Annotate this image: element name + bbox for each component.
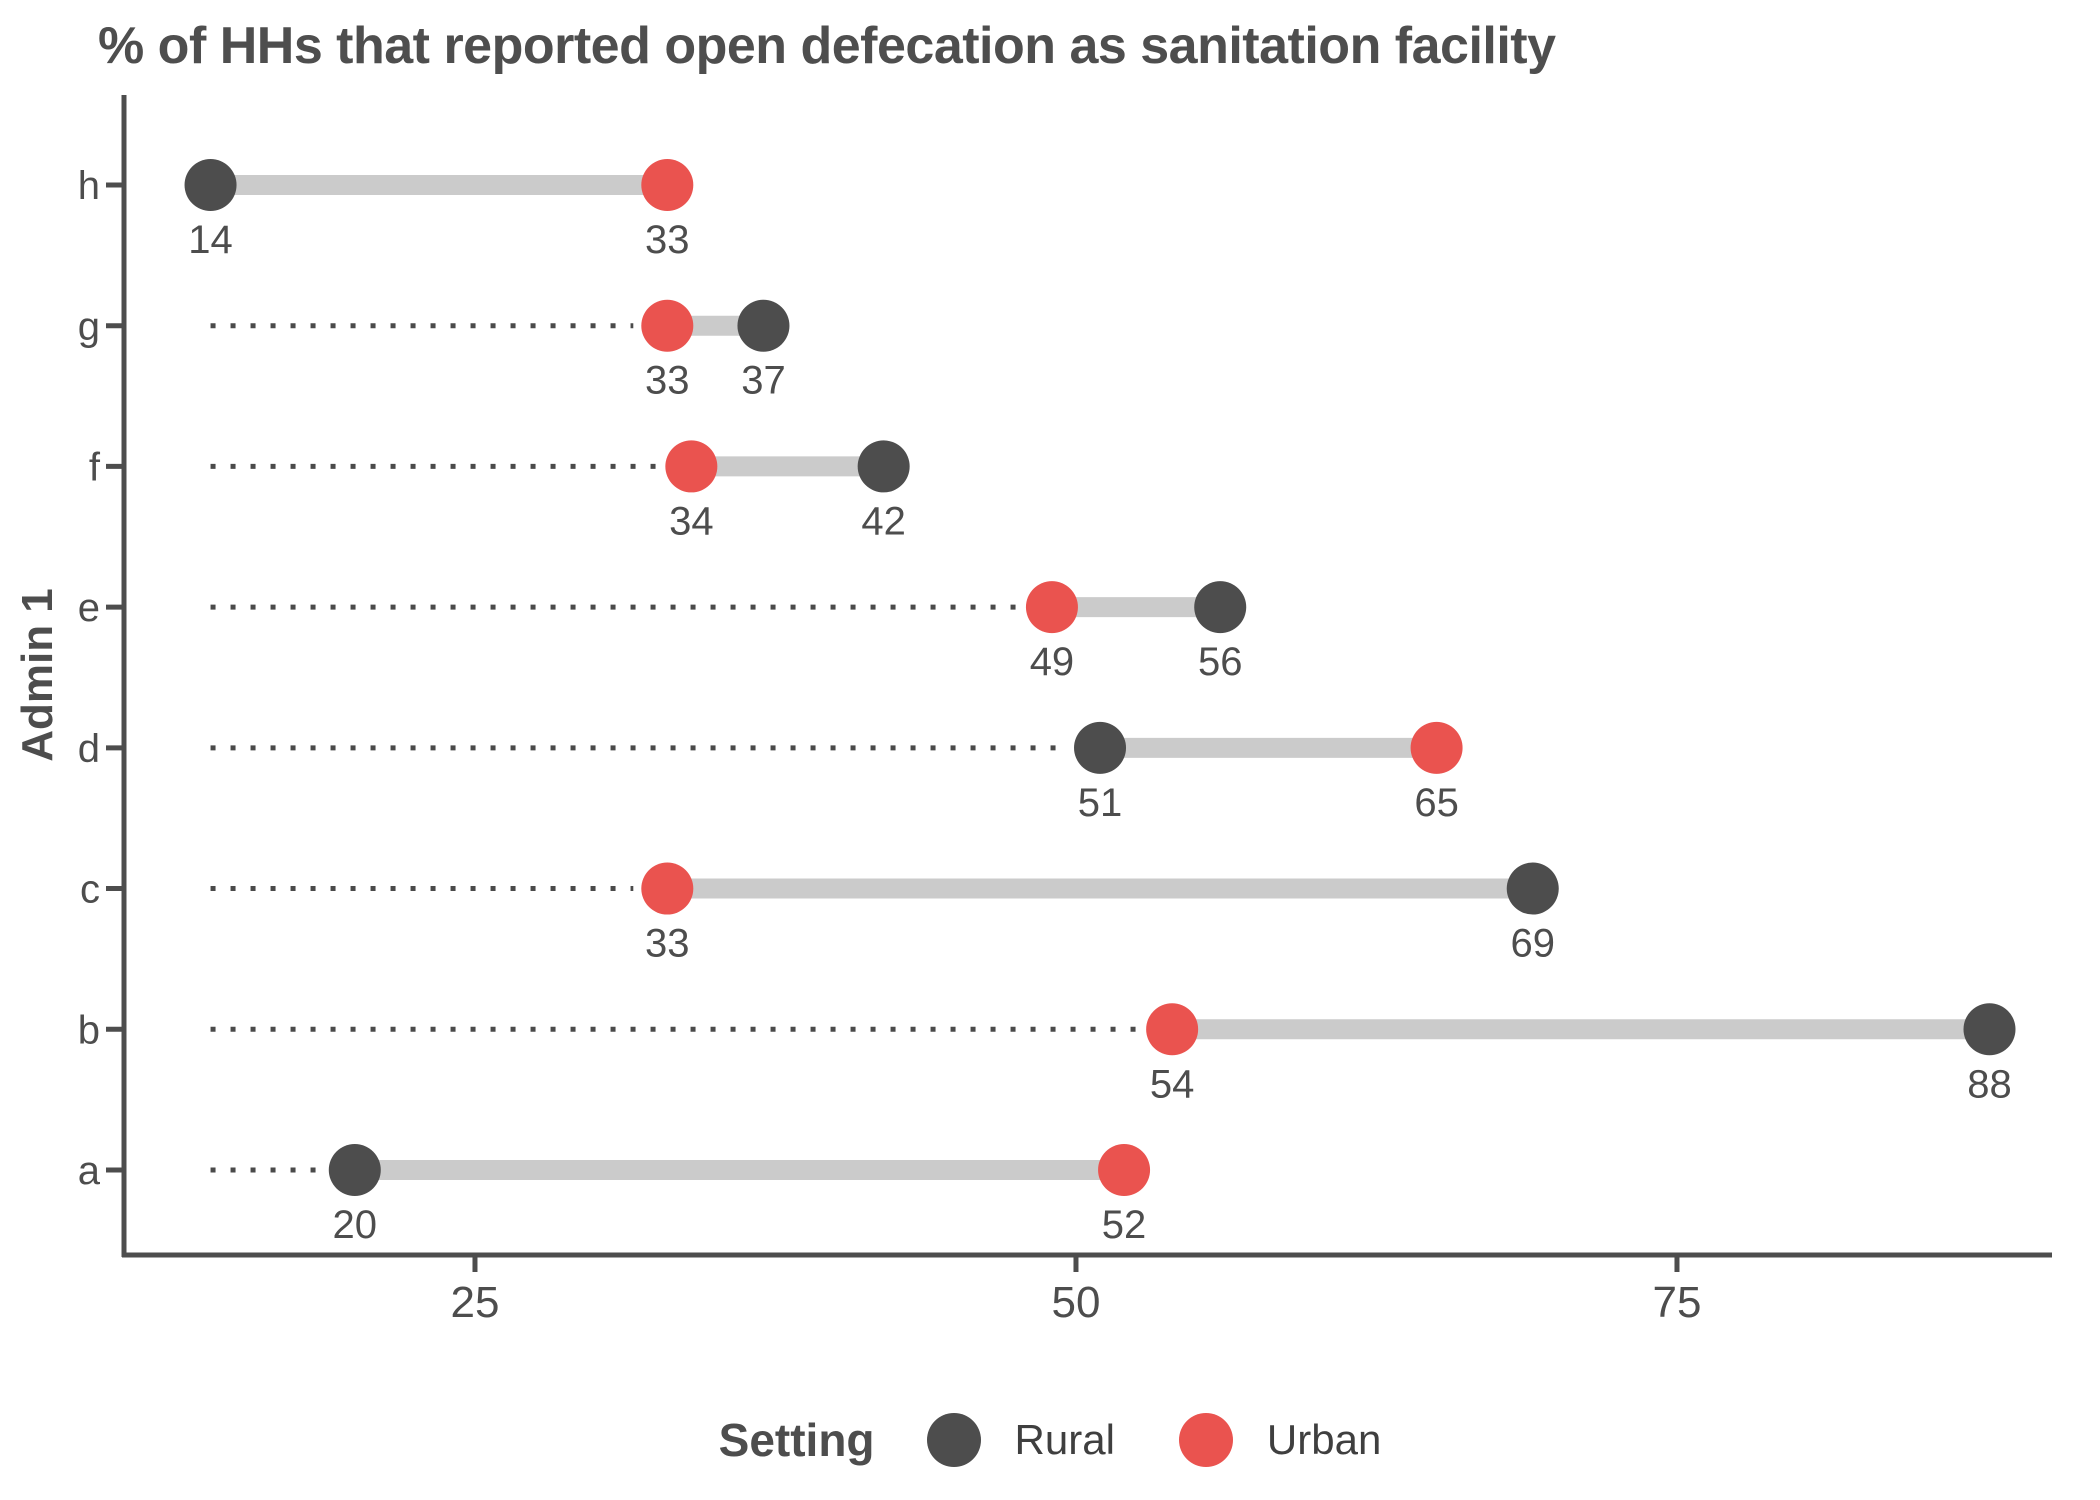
legend-item-rural: Rural [926,1413,1115,1467]
category-label: h [78,164,100,208]
category-label: c [80,868,100,912]
rural-dot [1506,862,1559,915]
legend-label-urban: Urban [1266,1416,1382,1463]
rural-value-label: 37 [741,359,786,403]
urban-dot [1146,1003,1199,1056]
urban-value-label: 54 [1150,1062,1195,1106]
rural-value-label: 56 [1198,640,1243,684]
rural-dot [184,159,237,211]
urban-value-label: 49 [1030,640,1075,684]
category-label: f [89,445,101,489]
urban-dot [641,299,694,352]
legend: Setting Rural Urban [0,1392,2100,1488]
rural-value-label: 51 [1078,781,1123,825]
x-tick-label: 50 [1052,1278,1101,1327]
rural-value-label: 42 [861,499,906,543]
rural-dot [328,1143,381,1196]
urban-dot [1025,581,1078,634]
urban-value-label: 33 [645,218,690,262]
urban-dot [665,440,718,493]
rural-value-label: 69 [1510,922,1555,966]
urban-value-label: 65 [1414,781,1459,825]
rural-value-label: 20 [333,1203,378,1247]
category-label: b [78,1008,100,1052]
rural-dot [737,299,790,352]
urban-dot [641,159,694,211]
urban-dot [641,862,694,915]
legend-item-urban: Urban [1178,1413,1382,1467]
x-tick-label: 75 [1653,1278,1702,1327]
category-label: d [78,727,100,771]
urban-value-label: 33 [645,359,690,403]
rural-value-label: 14 [188,218,233,262]
chart-title: % of HHs that reported open defecation a… [98,17,1556,75]
rural-swatch-icon [926,1413,981,1467]
urban-dot [1410,721,1463,774]
rural-dot [857,440,910,493]
urban-value-label: 33 [645,922,690,966]
urban-swatch-icon [1178,1413,1233,1467]
category-label: e [78,586,100,630]
rural-value-label: 88 [1967,1062,2012,1106]
legend-title: Setting [718,1414,875,1466]
category-label: a [78,1149,101,1193]
legend-label-rural: Rural [1014,1416,1115,1463]
plot-area: h 14 33 g 37 33 f 42 34 e 56 49 d 51 65 c 69 33 b 88 54 a 20 52… [78,95,2052,1327]
rural-dot [1194,581,1247,634]
rural-dot [1074,721,1127,774]
urban-dot [1098,1143,1151,1196]
urban-value-label: 34 [669,499,714,543]
x-tick-label: 25 [451,1278,500,1327]
category-label: g [78,305,100,349]
rural-dot [1963,1003,2016,1056]
urban-value-label: 52 [1102,1203,1147,1247]
